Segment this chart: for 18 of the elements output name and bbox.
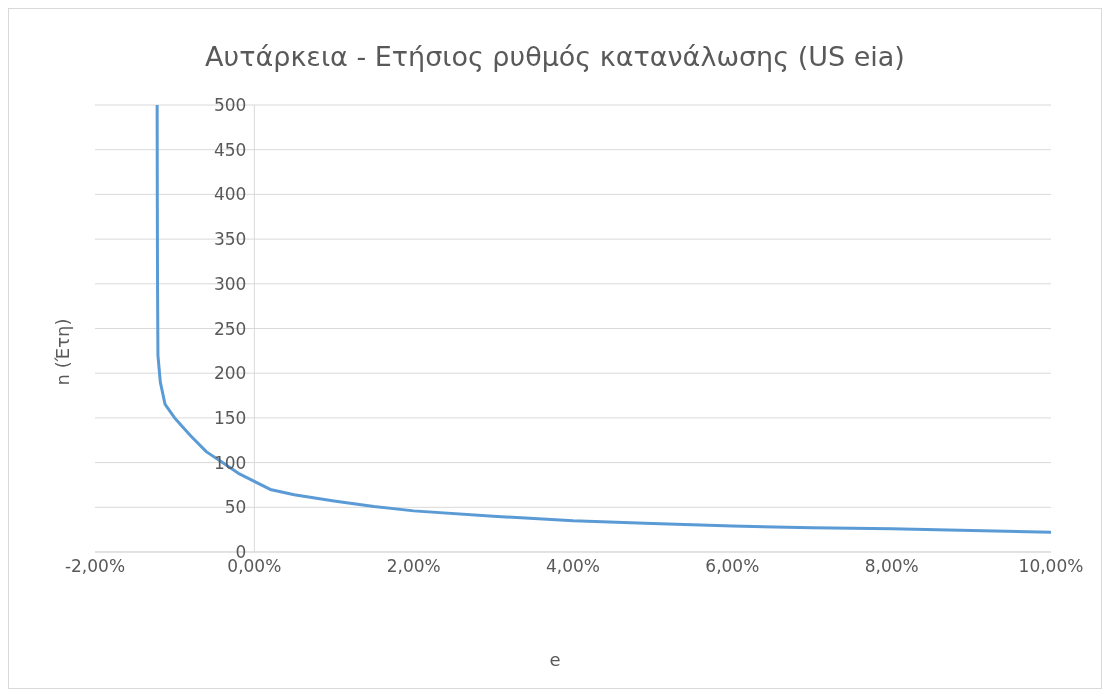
y-tick-label: 300 (213, 273, 247, 294)
x-tick-label: -2,00% (64, 556, 126, 577)
y-tick-label: 50 (224, 497, 247, 518)
x-tick-label: 4,00% (545, 556, 601, 577)
x-tick-label: 2,00% (386, 556, 441, 577)
y-tick-label: 150 (213, 407, 247, 428)
chart-title: Αυτάρκεια - Ετήσιος ρυθμός κατανάλωσης (US eia) (204, 41, 906, 72)
y-tick-label: 200 (213, 363, 247, 384)
y-tick-label: 500 (213, 95, 247, 115)
y-axis-title: n (Έτη) (51, 318, 73, 386)
y-tick-label: 350 (213, 229, 247, 250)
x-tick-label: 10,00% (1018, 556, 1084, 577)
y-tick-label: 450 (213, 139, 247, 160)
x-axis-title: e (548, 649, 562, 670)
y-tick-label: 250 (213, 318, 247, 339)
x-tick-label: 6,00% (705, 556, 760, 577)
x-tick-label: 8,00% (864, 556, 919, 577)
y-tick-label: 400 (213, 184, 247, 205)
